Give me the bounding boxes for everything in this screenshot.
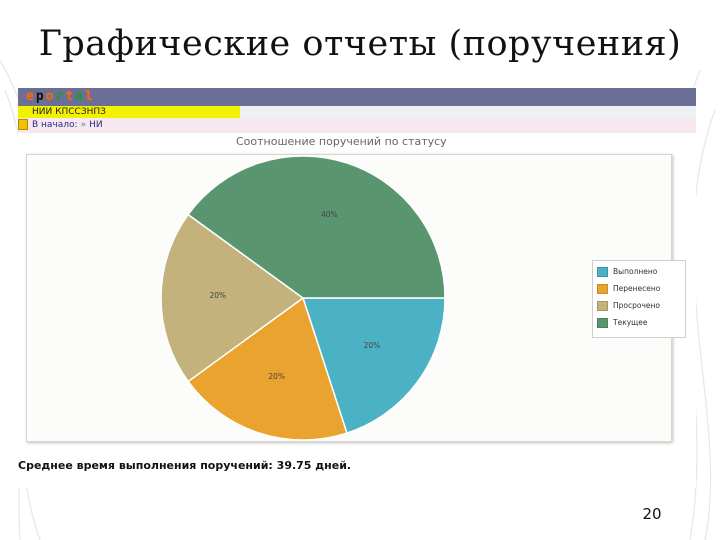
pie-slice-Выполнено[interactable] [301,297,446,434]
page-number: 20 [642,505,662,523]
breadcrumb-current[interactable]: НИ [89,120,103,130]
pie-chart: 20% 20% 20% 40% [160,155,446,441]
folder-icon [18,119,28,130]
pie-slice-label: 40% [321,210,338,219]
organization-name: НИИ КПССЗНПЗ [18,106,240,118]
breadcrumb-home-link[interactable]: В начало: [32,120,78,130]
legend-swatch [597,318,608,328]
pie-slice-Текущее[interactable] [187,155,446,299]
slide-title: Графические отчеты (поручения) [38,24,682,64]
portal-logo[interactable]: eportal [26,89,95,105]
portal-screenshot: eportal НИИ КПССЗНПЗ В начало:» НИ Соотно… [18,88,696,488]
logo-letter: p [35,89,46,104]
pie-slice-Перенесено[interactable] [187,296,348,441]
average-completion-time: Среднее время выполнения поручений: 39.7… [18,459,352,472]
legend-item[interactable]: Выполнено [597,266,657,278]
legend-swatch [597,267,608,277]
logo-letter: a [75,89,85,104]
logo-letter: e [26,89,36,104]
pie-slice-Просрочено[interactable] [160,213,305,383]
breadcrumb-bar: В начало:» НИ [18,118,696,133]
legend-item[interactable]: Просрочено [597,300,660,312]
legend-swatch [597,284,608,294]
pie-slice-label: 20% [364,341,381,350]
chart-legend: Выполнено Перенесено Просрочено Текущее [592,260,686,338]
logo-letter: t [65,89,76,104]
pie-slice-label: 20% [268,372,285,381]
legend-item[interactable]: Перенесено [597,283,660,295]
breadcrumb-separator: » [80,120,87,130]
legend-item[interactable]: Текущее [597,317,647,329]
breadcrumb: В начало:» НИ [18,118,103,133]
logo-letter: l [84,89,95,104]
legend-swatch [597,301,608,311]
pie-slice-label: 20% [209,291,226,300]
logo-letter: r [55,89,66,104]
legend-label: Текущее [613,318,648,327]
portal-header-bar: eportal [18,88,696,106]
legend-label: Выполнено [613,267,658,276]
legend-label: Просрочено [613,301,660,310]
chart-title: Соотношение поручений по статусу [236,135,447,148]
logo-letter: o [45,89,56,104]
organization-bar: НИИ КПССЗНПЗ [18,106,696,118]
legend-label: Перенесено [613,284,661,293]
